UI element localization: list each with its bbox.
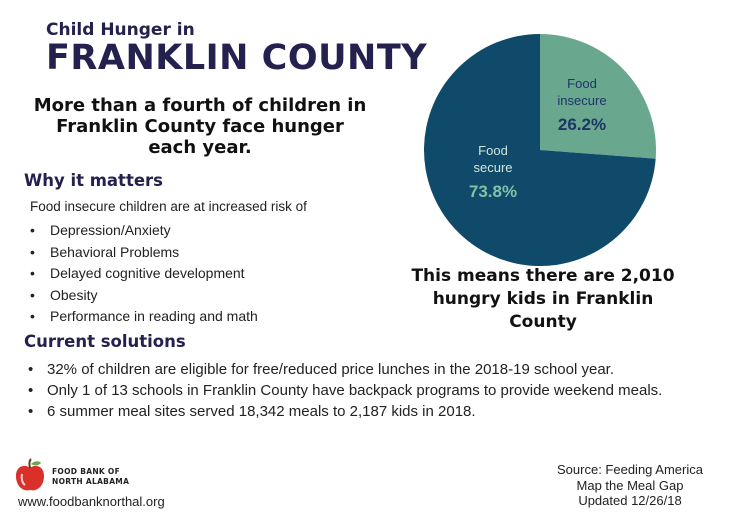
list-item: Only 1 of 13 schools in Franklin County … <box>26 381 726 401</box>
source-line1: Source: Feeding America <box>557 462 703 477</box>
solutions-heading: Current solutions <box>24 332 186 351</box>
logo-line1: FOOD BANK OF <box>52 467 121 476</box>
source-note: Source: Feeding America Map the Meal Gap… <box>530 462 730 509</box>
list-item: Depression/Anxiety <box>29 220 258 242</box>
callout-text: This means there are 2,010 hungry kids i… <box>411 266 675 332</box>
logo-line2: NORTH ALABAMA <box>52 477 130 486</box>
pie-slice <box>423 33 656 266</box>
apple-logo-icon <box>16 458 44 491</box>
page-title: FRANKLIN COUNTY <box>46 38 428 78</box>
list-item: Behavioral Problems <box>29 242 258 264</box>
pie-chart: Food insecure 26.2% Food secure 73.8% <box>423 33 656 266</box>
subtitle: More than a fourth of children in Frankl… <box>33 95 367 158</box>
slice-value-label: 73.8% <box>469 182 517 201</box>
why-intro: Food insecure children are at increased … <box>30 199 307 214</box>
slice-label: Food <box>567 76 597 91</box>
list-item: 32% of children are eligible for free/re… <box>26 360 726 380</box>
slice-label: secure <box>473 160 512 175</box>
solutions-list: 32% of children are eligible for free/re… <box>26 360 726 423</box>
logo-text: FOOD BANK OF NORTH ALABAMA <box>52 467 129 487</box>
list-item: Delayed cognitive development <box>29 263 258 285</box>
source-line2: Map the Meal Gap <box>576 477 684 493</box>
slice-value-label: 26.2% <box>558 115 606 134</box>
source-line3: Updated 12/26/18 <box>578 493 682 508</box>
list-item: Obesity <box>29 285 258 307</box>
slice-label: insecure <box>557 93 606 108</box>
why-heading: Why it matters <box>24 171 163 190</box>
slice-label: Food <box>478 143 508 158</box>
risk-list: Depression/Anxiety Behavioral Problems D… <box>29 220 258 328</box>
list-item: 6 summer meal sites served 18,342 meals … <box>26 402 726 422</box>
website-url: www.foodbanknorthal.org <box>18 494 165 509</box>
pie-slice <box>540 34 656 159</box>
title-line1: Child Hunger in <box>46 20 195 40</box>
list-item: Performance in reading and math <box>29 306 258 328</box>
